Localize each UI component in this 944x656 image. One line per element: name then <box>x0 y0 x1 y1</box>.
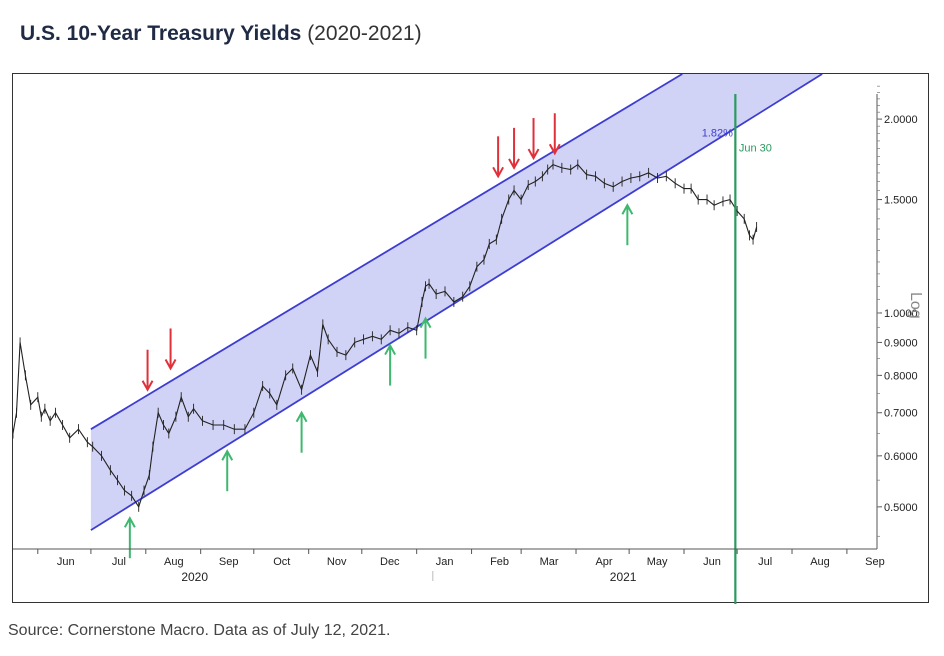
y-tick-label-7: 0.5000 <box>884 502 918 514</box>
x-tick-label-8: Feb <box>490 556 509 568</box>
chart-title-sub: (2020-2021) <box>307 22 422 45</box>
x-tick-label-10: Apr <box>595 556 612 568</box>
red-arrow-5-head <box>548 143 561 156</box>
y-tick-label-3: 0.9000 <box>884 337 918 349</box>
x-tick-label-3: Sep <box>219 556 239 568</box>
x-tick-label-2: Aug <box>164 556 184 568</box>
red-arrow-0-head <box>141 380 154 392</box>
y-tick-label-6: 0.6000 <box>884 451 918 463</box>
year-label-1: 2021 <box>610 570 637 584</box>
green-arrow-5-head <box>621 203 634 215</box>
x-tick-label-9: Mar <box>540 556 559 568</box>
y-axis-label-log: Log <box>907 292 924 319</box>
x-tick-label-6: Dec <box>380 556 400 568</box>
green-arrow-4-head <box>419 316 432 329</box>
y-tick-label-2: 1.0000 <box>884 308 918 320</box>
x-tick-label-4: Oct <box>273 556 290 568</box>
x-tick-label-7: Jan <box>436 556 454 568</box>
yield-chart: 1.82% Jun 30 2.0000 1.5000 1.0000 0.9000 0.800… <box>13 74 924 604</box>
red-arrow-2-head <box>492 166 504 179</box>
x-tick-label-15: Sep <box>865 556 885 568</box>
y-tick-label-0: 2.0000 <box>884 114 918 126</box>
source-note: Source: Cornerstone Macro. Data as of Ju… <box>8 622 391 639</box>
x-tick-label-5: Nov <box>327 556 347 568</box>
green-arrow-2-head <box>295 410 308 423</box>
x-tick-label-12: Jun <box>703 556 721 568</box>
green-arrow-3-head <box>384 343 396 356</box>
green-arrow-0-head <box>123 516 136 528</box>
y-tick-label-5: 0.7000 <box>884 408 918 420</box>
year-label-0: 2020 <box>181 570 208 584</box>
x-tick-label-13: Jul <box>758 556 772 568</box>
red-arrow-4-head <box>527 148 540 161</box>
x-tick-label-0: Jun <box>57 556 75 568</box>
chart-title: U.S. 10-Year Treasury Yields (2020-2021) <box>20 22 422 46</box>
x-tick-label-14: Aug <box>810 556 830 568</box>
channel-lower-line <box>90 74 823 531</box>
x-tick-label-11: May <box>647 556 668 568</box>
green-arrow-1-head <box>221 449 234 461</box>
y-tick-label-4: 0.8000 <box>884 370 918 382</box>
red-arrow-1-head <box>164 358 177 371</box>
red-arrow-3-head <box>508 158 520 170</box>
y-tick-label-1: 1.5000 <box>884 195 918 207</box>
x-tick-label-1: Jul <box>112 556 126 568</box>
channel-upper-line <box>90 74 683 430</box>
chart-title-main: U.S. 10-Year Treasury Yields <box>20 22 302 45</box>
annotation-1: Jun 30 <box>739 143 772 155</box>
yield-series-line <box>13 163 758 509</box>
annotation-0: 1.82% <box>702 127 733 139</box>
chart-frame: 1.82% Jun 30 2.0000 1.5000 1.0000 0.9000 0.800… <box>12 73 929 604</box>
